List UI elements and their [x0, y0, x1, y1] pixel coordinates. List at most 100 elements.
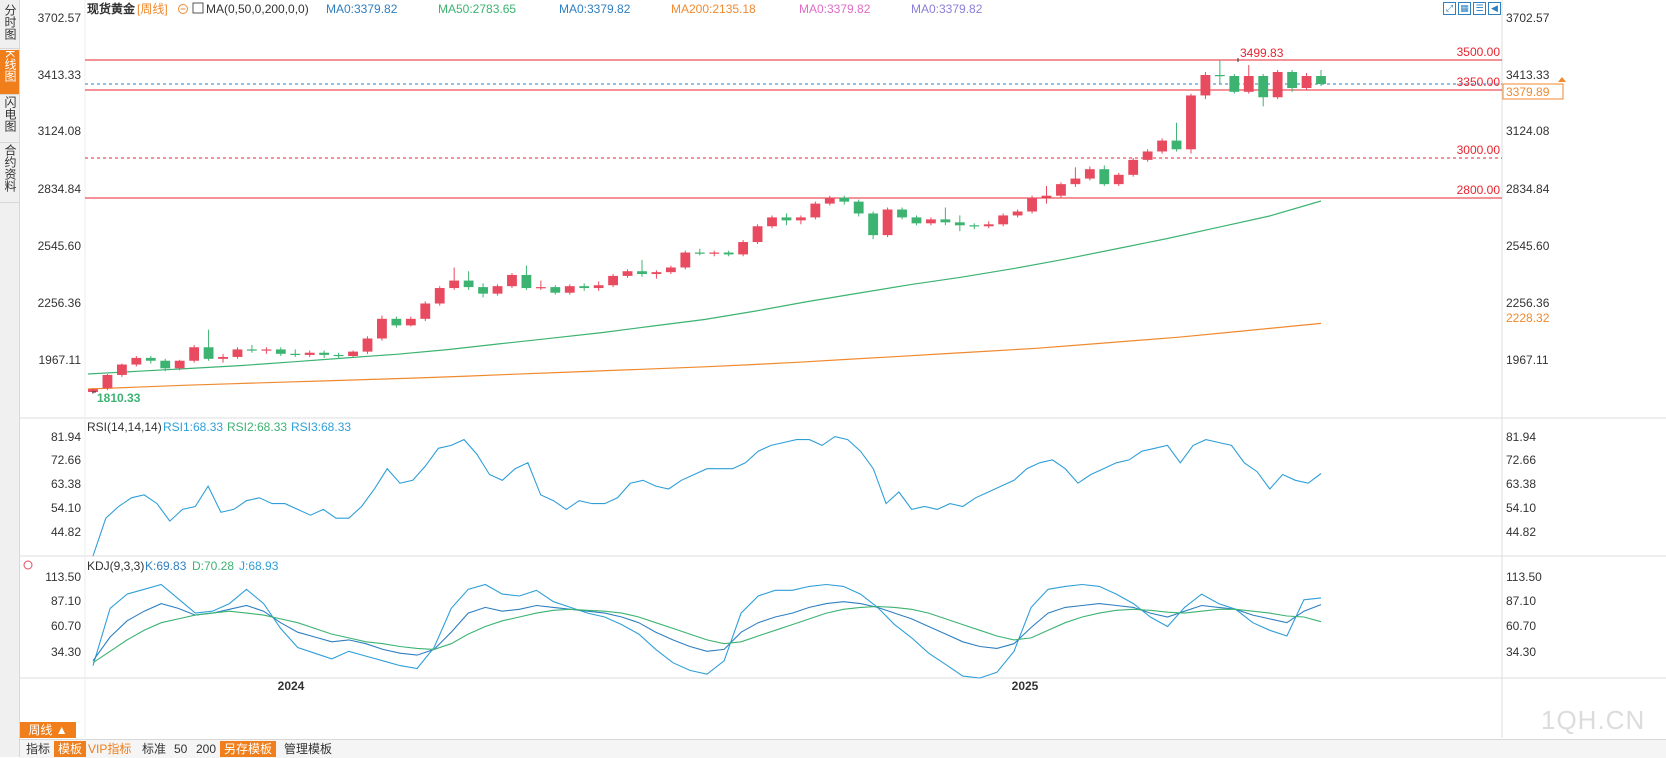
price-tick-left: 2545.60: [38, 239, 82, 253]
settings-gear-icon[interactable]: [23, 560, 33, 570]
candle-body: [680, 252, 691, 268]
candle-body: [709, 252, 720, 254]
level-label: 3000.00: [1457, 143, 1501, 157]
kdj-K-line: [92, 601, 1322, 662]
candle-body: [1113, 174, 1124, 185]
rsi-tick-right: 72.66: [1506, 453, 1536, 467]
price-tick-left: 2834.84: [38, 182, 82, 196]
candle-body: [608, 275, 619, 286]
rsi-tick-left: 72.66: [51, 453, 81, 467]
candle-body: [405, 318, 416, 326]
x-label-2024: 2024: [278, 679, 305, 693]
candle-body: [507, 274, 517, 287]
candle-body: [348, 351, 358, 356]
candle-body: [911, 217, 922, 224]
level-label: 2800.00: [1457, 183, 1501, 197]
candle-body: [218, 356, 228, 359]
price-tick-left: 3413.33: [38, 68, 82, 82]
candle-body: [377, 318, 387, 339]
rsi-tick-left: 81.94: [51, 430, 81, 444]
kdj-tick-left: 113.50: [45, 570, 81, 584]
candle-body: [738, 242, 749, 255]
chart-toggle-icon[interactable]: [192, 2, 204, 14]
candle-body: [463, 280, 474, 288]
candle-body: [1012, 211, 1023, 216]
candle-body: [1142, 151, 1153, 160]
candle-body: [391, 318, 402, 326]
rsi-tick-left: 54.10: [51, 501, 81, 515]
kdj-D-line: [92, 605, 1322, 664]
kdj-tick-right: 34.30: [1506, 645, 1536, 659]
candle-body: [926, 219, 936, 224]
sidebar-tab-2[interactable]: 闪电图: [0, 96, 19, 143]
candle-body: [304, 352, 315, 355]
candle-body: [839, 197, 850, 202]
candle-body: [998, 215, 1009, 225]
symbol-name: 现货黄金: [87, 1, 136, 16]
sidebar-tab-label: 合约资料: [3, 144, 17, 192]
price-tick-right: 3124.08: [1506, 124, 1550, 138]
candle-body: [1200, 75, 1211, 96]
candle-body: [593, 285, 604, 289]
candle-body: [492, 286, 503, 294]
expand-icon[interactable]: ⤢: [1443, 2, 1456, 15]
bottom-item-6[interactable]: 另存模板: [220, 741, 277, 757]
candle-body: [1027, 197, 1037, 212]
kdj-tick-right: 87.10: [1506, 594, 1536, 608]
list-icon[interactable]: ☰: [1473, 2, 1486, 15]
layout-icon[interactable]: ▦: [1458, 2, 1471, 15]
rsi-title: RSI(14,14,14): [87, 420, 162, 434]
candle-body: [362, 338, 373, 352]
candle-body: [897, 209, 907, 218]
candle-body: [1041, 195, 1052, 198]
sidebar-tab-3[interactable]: 合约资料: [0, 144, 19, 203]
candle-body: [232, 349, 243, 357]
bottom-item-4[interactable]: 50: [174, 742, 188, 756]
bottom-item-1[interactable]: 模板: [54, 741, 87, 757]
price-tick-right: 3413.33: [1506, 68, 1550, 82]
prev-icon[interactable]: ◀: [1488, 2, 1501, 15]
candle-body: [116, 364, 127, 375]
level-label: 3350.00: [1457, 75, 1501, 89]
candle-body: [882, 209, 893, 236]
candle-body: [723, 252, 734, 255]
bottom-item-3[interactable]: 标准: [142, 742, 167, 756]
sidebar-tab-0[interactable]: 分时图: [0, 4, 19, 49]
sidebar-tab-1[interactable]: K线图: [0, 50, 19, 95]
candle-body: [174, 360, 185, 369]
bottom-item-7[interactable]: 管理模板: [284, 742, 333, 756]
candle-body: [1070, 178, 1081, 185]
level-label: 3500.00: [1457, 45, 1501, 59]
candle-body: [102, 374, 113, 389]
period-selector-button[interactable]: 周线 ▲: [20, 722, 76, 738]
kdj-legend-item: D:70.28: [192, 559, 234, 573]
candle-body: [795, 217, 806, 221]
bottom-item-0[interactable]: 指标: [26, 742, 51, 756]
candle-body: [1084, 169, 1095, 179]
candle-body: [637, 271, 647, 275]
price-tick-right: 2256.36: [1506, 296, 1550, 310]
candle-body: [564, 286, 575, 293]
rsi-legend-item: RSI2:68.33: [227, 420, 287, 434]
kdj-tick-right: 113.50: [1506, 570, 1542, 584]
candle-body: [1243, 76, 1254, 92]
x-label-2025: 2025: [1012, 679, 1039, 693]
candle-body: [203, 347, 214, 359]
candle-body: [247, 349, 257, 351]
candle-body: [290, 353, 301, 356]
bottom-item-2[interactable]: VIP指标: [88, 742, 132, 756]
kdj-tick-left: 34.30: [51, 645, 81, 659]
candle-body: [333, 354, 344, 357]
candle-body: [1056, 184, 1066, 196]
candle-body: [535, 287, 546, 289]
ma-params: MA(0,50,0,200,0,0): [206, 2, 309, 16]
high-annotation: 3499.83: [1240, 46, 1284, 60]
candle-body: [810, 203, 821, 218]
bottom-item-5[interactable]: 200: [196, 742, 217, 756]
rsi-line: [92, 436, 1322, 557]
current-price-tag: [1502, 83, 1564, 100]
candle-body: [88, 389, 98, 392]
rsi-tick-left: 63.38: [51, 477, 81, 491]
candle-body: [1258, 76, 1269, 98]
